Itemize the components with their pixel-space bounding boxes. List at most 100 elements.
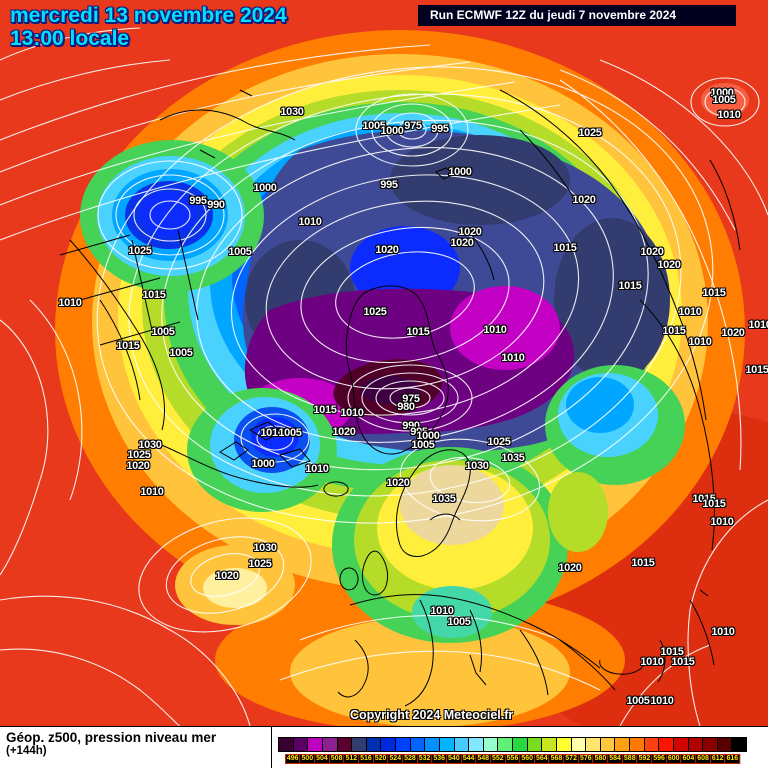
legend-title-box: Géop. z500, pression niveau mer (+144h) [0,727,272,768]
color-scale-value: 536 [431,754,448,764]
pressure-label: 1000 [448,166,472,178]
pressure-label: 1010 [305,463,329,475]
pressure-label: 1010 [430,605,454,617]
pressure-label: 1020 [721,327,745,339]
pressure-label: 1025 [363,306,387,318]
color-scale-cell [615,738,630,751]
pressure-label: 1010 [340,407,364,419]
isobar-contours [0,27,768,727]
color-scale-cell [498,738,513,751]
color-scale-value: 528 [402,754,418,764]
color-scale-value: 512 [343,754,360,764]
color-scale-cell [732,738,746,751]
color-scale-value: 508 [328,754,345,764]
color-scale-value: 552 [490,754,506,764]
pressure-label: 1025 [127,449,151,461]
color-scale-cell [410,738,426,751]
color-scale-cell [717,738,733,751]
pressure-label: 1015 [702,498,726,510]
pressure-label: 1035 [432,493,456,505]
pressure-label: 1030 [280,106,304,118]
color-scale-value: 540 [446,754,462,764]
color-scale-value: 604 [680,754,697,764]
color-scale-cell [322,738,338,751]
color-scale-value: 616 [724,754,741,764]
pressure-label: 1020 [386,477,410,489]
color-scale-cell [600,738,616,751]
pressure-label: 1010 [710,516,734,528]
pressure-label: 1030 [138,439,162,451]
pressure-label: 1020 [126,460,150,472]
color-scale-value: 568 [548,754,565,764]
pressure-label: 1025 [487,436,511,448]
pressure-label: 1020 [657,259,681,271]
color-scale-labels: 496 500 504 508 512 516 520 524 528 532 536 540 544 5… [278,754,747,766]
legend-title: Géop. z500, pression niveau mer [6,730,217,745]
pressure-label: 1005 [169,347,193,359]
pressure-label: 1000 [416,430,440,442]
color-scale-value: 544 [460,754,477,764]
pressure-label: 1015 [116,340,140,352]
pressure-label: 980 [397,401,415,413]
color-scale-cell [586,738,601,751]
pressure-label: 1010 [260,427,284,439]
color-scale-value: 556 [504,754,521,764]
pressure-label: 1010 [711,626,735,638]
color-scale-cell [542,738,557,751]
color-scale-value: 504 [314,754,330,764]
pressure-label: 1010 [678,306,702,318]
color-scale-cell [396,738,411,751]
color-scale-bar [278,737,747,752]
color-scale-value: 524 [387,754,404,764]
pressure-label: 975 [404,120,422,132]
pressure-label: 1000 [710,87,734,99]
color-scale-value: 496 [284,754,301,764]
copyright-label: Copyright 2024 Meteociel.fr [350,708,514,722]
color-scale-value: 500 [299,754,316,764]
color-scale-cell [381,738,396,751]
color-scale-cell [366,738,382,751]
color-scale-value: 572 [563,754,579,764]
color-scale-value: 520 [372,754,389,764]
color-scale-cell [469,738,484,751]
pressure-label: 1000 [251,458,275,470]
pressure-label: 1005 [151,326,175,338]
pressure-label: 1015 [313,404,337,416]
color-scale-cell [337,738,353,751]
color-scale-cell [571,738,587,751]
color-scale-value: 532 [416,754,433,764]
color-scale-cell [630,738,645,751]
pressure-label: 995 [380,179,398,191]
color-scale-value: 612 [709,754,726,764]
pressure-label: 1010 [717,109,741,121]
forecast-hour-label: (+144h) [6,745,47,757]
pressure-label: 1015 [660,646,684,658]
color-scale-cell [644,738,660,751]
pressure-label: 995 [189,195,207,207]
color-scale-cell [425,738,440,751]
pressure-label: 1005 [278,427,302,439]
pressure-label: 995 [431,123,449,135]
pressure-label: 1010 [140,486,164,498]
color-scale-cell [454,738,470,751]
pressure-label: 1020 [558,562,582,574]
coastlines [59,89,741,707]
color-scale-cell [659,738,674,751]
color-scale-value: 548 [475,754,492,764]
pressure-label: 1020 [458,226,482,238]
pressure-label: 1025 [128,245,152,257]
local-time-label: 13:00 locale [10,27,130,51]
pressure-label: 1010 [298,216,322,228]
color-scale-value: 580 [592,754,609,764]
color-scale-cell [439,738,455,751]
pressure-label: 1015 [618,280,642,292]
color-scale-cell [688,738,704,751]
color-scale-cell [527,738,543,751]
pressure-label: 1030 [253,542,277,554]
color-scale-value: 516 [358,754,374,764]
pressure-label: 1025 [248,558,272,570]
pressure-label: 1010 [650,695,674,707]
pressure-label: 1015 [553,242,577,254]
map-labels-layer: 1030 1005 1000 975 995 1000 995 1000 995 990 1010 1… [58,87,768,707]
pressure-label: 1015 [692,493,716,505]
